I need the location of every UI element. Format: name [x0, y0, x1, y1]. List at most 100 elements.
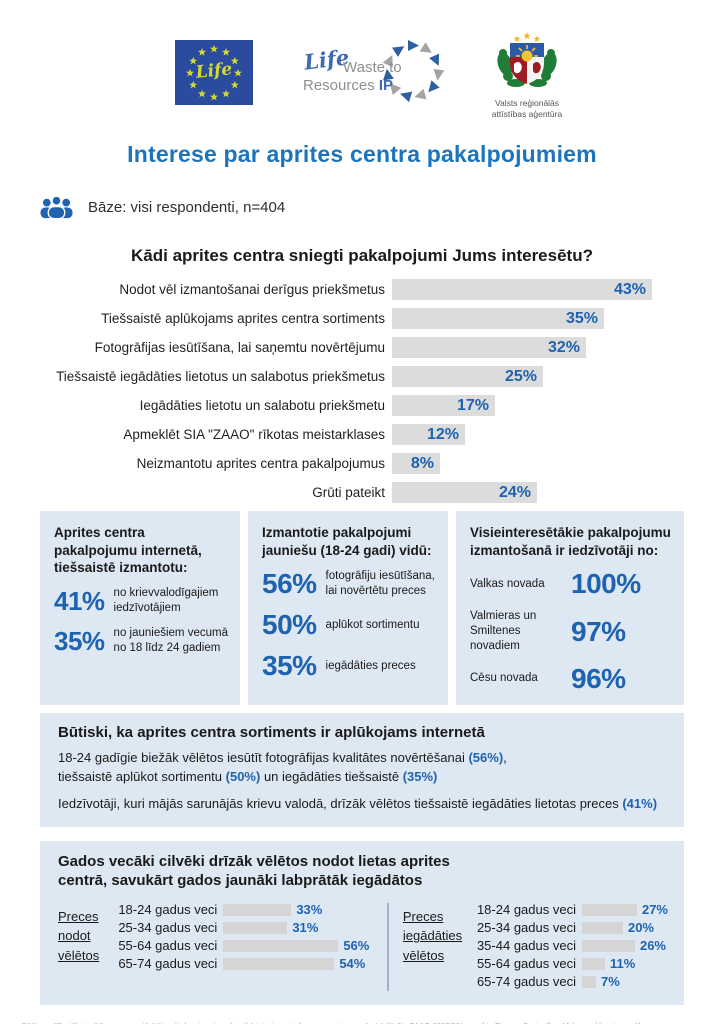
stat-label: aplūkot sortimentu: [325, 618, 420, 631]
stat-row: 56% fotogrāfiju iesūtīšana, lai novērtētu…: [262, 568, 436, 600]
bar-value: 56%: [343, 938, 370, 954]
waste-to-resources-logo: Life Waste to Resources IP: [296, 33, 448, 109]
bar-value: 8%: [410, 455, 434, 472]
age-label: 18-24 gadus veci: [118, 902, 218, 918]
vraa-caption: Valsts reģionālās attīstības aģentūra: [491, 98, 563, 120]
bar-value: 7%: [600, 974, 620, 990]
bar-value: 20%: [627, 920, 654, 936]
summary-box: Būtiski, ka aprites centra sortiments ir…: [40, 712, 684, 828]
buy-chart: 18-24 gadus veci 27% 25-34 gadus veci 20% 35…: [470, 901, 668, 991]
bar-value: 32%: [547, 339, 580, 356]
give-chart-row: 55-64 gadus veci 56%: [111, 937, 369, 955]
stat-value: 96%: [571, 662, 626, 694]
info-box-title: Visieinteresētākie pakalpojumu izmantoša…: [470, 525, 671, 558]
summary-paragraphs: 18-24 gadīgie biežāk vēlētos iesūtīt fot…: [58, 749, 666, 814]
bar-value: 25%: [504, 368, 537, 385]
stat-label: no jauniešiem vecumā no 18 līdz 24 gadie…: [113, 627, 228, 655]
stat-label: no krievvalodīgajiem iedzīvotājiem: [113, 587, 219, 615]
w2r-ip-text: IP: [378, 77, 394, 94]
stat-label: Valmieras un Smiltenes novadiem: [470, 610, 537, 652]
buy-chart-row: 35-44 gadus veci 26%: [470, 937, 668, 955]
bar: [223, 903, 292, 916]
stat-value: 56%: [262, 568, 317, 600]
bar: 43%: [392, 279, 652, 300]
stat-label: iegādāties preces: [325, 659, 416, 672]
w2r-waste-to-text: Waste to: [343, 59, 402, 76]
bar: [581, 921, 623, 934]
buy-chart-row: 18-24 gadus veci 27%: [470, 901, 668, 919]
services-chart-row: Tiešsaistē iegādāties lietotus un salabo…: [40, 366, 724, 387]
stat-value: 97%: [571, 615, 626, 647]
services-chart-row: Tiešsaistē aplūkojams aprites centra sor…: [40, 308, 724, 329]
bar: [581, 903, 637, 916]
bar-category-label: Iegādāties lietotu un salabotu priekšmet…: [139, 398, 385, 413]
info-box-regions: Visieinteresētākie pakalpojumu izmantoša…: [456, 511, 684, 705]
bar: [581, 939, 635, 952]
services-chart-row: Neizmantotu aprites centra pakalpojumus 8…: [40, 453, 724, 474]
stat-row: 35% iegādāties preces: [262, 650, 436, 682]
bar: [223, 939, 339, 952]
bar-value: 27%: [641, 902, 668, 918]
stat-label: Cēsu novada: [470, 672, 538, 685]
stat-row: 35% no jauniešiem vecumā no 18 līdz 24 ga…: [54, 626, 228, 657]
services-chart-row: Iegādāties lietotu un salabotu priekšmet…: [40, 395, 724, 416]
info-box-online-usage: Aprites centra pakalpojumu internetā, ti…: [40, 511, 240, 705]
age-comparison-box: Gados vecāki cilvēki drīzāk vēlētos nodo…: [40, 841, 684, 1005]
bar: [223, 957, 335, 970]
age-charts: Preces nodot vēlētos 18-24 gadus veci 33%…: [58, 901, 668, 991]
base-note-row: Bāze: visi respondenti, n=404: [40, 195, 724, 219]
bar: 24%: [392, 482, 537, 503]
stat-label: fotogrāfiju iesūtīšana, lai novērtētu pr…: [325, 570, 435, 598]
latvia-coat-of-arms-icon: [497, 32, 557, 87]
bar: 17%: [392, 395, 495, 416]
give-chart: 18-24 gadus veci 33% 25-34 gadus veci 31% 55…: [111, 901, 369, 973]
bar: 25%: [392, 366, 543, 387]
stat-row: 50% aplūkot sortimentu: [262, 609, 436, 641]
bar: 35%: [392, 308, 604, 329]
give-chart-row: 65-74 gadus veci 54%: [111, 955, 369, 973]
vraa-logo: Valsts reģionālās attīstības aģentūra: [462, 31, 592, 121]
info-boxes: Aprites centra pakalpojumu internetā, ti…: [40, 511, 684, 705]
summary-title: Būtiski, ka aprites centra sortiments ir…: [58, 723, 485, 741]
info-box-youth-services: Izmantotie pakalpojumi jauniešu (18-24 g…: [248, 511, 448, 705]
bar-value: 12%: [426, 426, 459, 443]
base-note: Bāze: visi respondenti, n=404: [88, 198, 286, 216]
services-chart: Nodot vēl izmantošanai derīgus priekšmet…: [40, 279, 724, 503]
w2r-resources-text: Resources IP: [303, 77, 394, 94]
bar-value: 35%: [565, 310, 598, 327]
bar-value: 43%: [613, 281, 646, 298]
stat-row: Valmieras un Smiltenes novadiem 97%: [470, 609, 672, 654]
bar-value: 17%: [456, 397, 489, 414]
people-icon: [40, 195, 73, 219]
stat-row: 41% no krievvalodīgajiem iedzīvotājiem: [54, 586, 228, 617]
give-chart-label: Preces nodot vēlētos: [58, 908, 100, 963]
age-label: 65-74 gadus veci: [476, 974, 576, 990]
age-label: 25-34 gadus veci: [118, 920, 218, 936]
bar-category-label: Tiešsaistē iegādāties lietotus un salabo…: [56, 369, 385, 384]
stat-value: 50%: [262, 609, 317, 641]
eu-life-logo: Life: [175, 40, 253, 105]
buy-chart-label: Preces iegādāties vēlētos: [402, 908, 463, 963]
chart-question: Kādi aprites centra sniegti pakalpojumi …: [131, 246, 593, 265]
bar-value: 11%: [609, 956, 636, 972]
stat-row: Valkas novada 100%: [470, 568, 672, 600]
page-title: Interese par aprites centra pakalpojumie…: [127, 141, 597, 167]
eu-stars-icon: [186, 44, 242, 101]
bar: [581, 957, 605, 970]
bar-value: 24%: [498, 484, 531, 501]
bar: 12%: [392, 424, 465, 445]
bar: [223, 921, 288, 934]
arrow-ring-icon: [382, 40, 445, 103]
bar-category-label: Tiešsaistē aplūkojams aprites centra sor…: [101, 311, 385, 326]
services-chart-row: Apmeklēt SIA "ZAAO" rīkotas meistarklase…: [40, 424, 724, 445]
bar: 32%: [392, 337, 586, 358]
summary-paragraph: 18-24 gadīgie biežāk vēlētos iesūtīt fot…: [58, 749, 507, 784]
stat-value: 100%: [571, 568, 641, 600]
summary-paragraph: Iedzīvotāji, kuri mājās sarunājās krievu…: [58, 795, 658, 811]
give-chart-row: 18-24 gadus veci 33%: [111, 901, 369, 919]
info-box-title: Aprites centra pakalpojumu internetā, ti…: [54, 525, 202, 576]
services-chart-row: Grūti pateikt 24%: [40, 482, 724, 503]
buy-chart-row: 65-74 gadus veci 7%: [470, 973, 668, 991]
bar: [581, 975, 596, 988]
